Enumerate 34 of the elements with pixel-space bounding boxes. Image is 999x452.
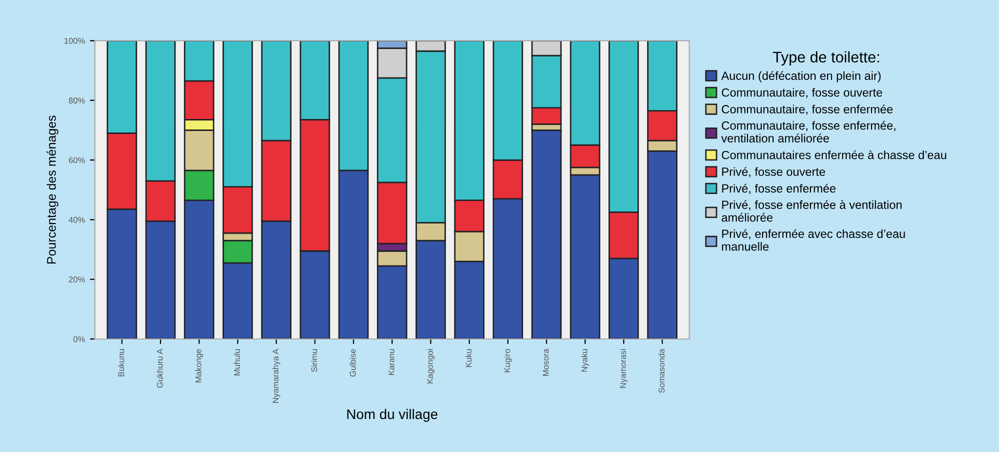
y-tick-label: 60% bbox=[68, 157, 85, 164]
x-tick-label: Muhulu bbox=[234, 349, 240, 376]
legend-label: Aucun (défécation en plein air) bbox=[721, 71, 881, 82]
x-tick-label: Somasonda bbox=[658, 348, 665, 393]
x-tick-label: Nyamorasi bbox=[620, 349, 628, 388]
x-tick-label: Karanu bbox=[388, 349, 394, 375]
legend-label: Communautaire, fosse enfermée bbox=[722, 104, 893, 115]
legend-label: Privé, enfermée avec chasse d’eau manuelle bbox=[722, 229, 905, 251]
x-tick-label: Kagongoi bbox=[426, 349, 435, 384]
legend-label: Privé, fosse ouverte bbox=[722, 167, 826, 178]
x-tick-label: Mosora bbox=[542, 348, 549, 376]
y-tick-label: 0% bbox=[73, 336, 85, 342]
legend-label: Privé, fosse enfermée bbox=[722, 184, 836, 194]
legend-label: Communautaires enfermée à chasse d’eau bbox=[722, 150, 946, 160]
x-tick-label: Kugiro bbox=[504, 349, 512, 372]
x-tick-label: Sirimu bbox=[311, 349, 318, 372]
x-tick-label: Makonge bbox=[195, 349, 204, 382]
legend-label: Communautaire, fosse enfermée, ventilation améliorée bbox=[721, 120, 896, 142]
y-tick-label: 100% bbox=[64, 38, 85, 44]
x-tick-label: Gukhuru A bbox=[156, 348, 163, 388]
x-tick-label: Gulbise bbox=[350, 349, 356, 377]
bar bbox=[531, 129, 562, 339]
x-tick-label: Nyamarahya A bbox=[272, 348, 280, 403]
y-tick-label: 40% bbox=[68, 216, 85, 223]
legend-label: Communautaire, fosse ouverte bbox=[722, 88, 882, 98]
legend-label: Privé, fosse enfermée à ventilation améliorée bbox=[722, 200, 902, 222]
x-tick-label: Bukunu bbox=[118, 349, 124, 376]
y-tick-label: 20% bbox=[68, 276, 85, 282]
y-axis-title: Pourcentage des ménages bbox=[46, 116, 58, 264]
x-axis-title: Nom du village bbox=[347, 408, 438, 422]
legend-title: Type de toilette: bbox=[772, 51, 879, 66]
x-tick-label: Kuku bbox=[465, 349, 472, 368]
y-tick-label: 80% bbox=[68, 98, 85, 104]
x-tick-label: Nyaku bbox=[581, 349, 589, 372]
